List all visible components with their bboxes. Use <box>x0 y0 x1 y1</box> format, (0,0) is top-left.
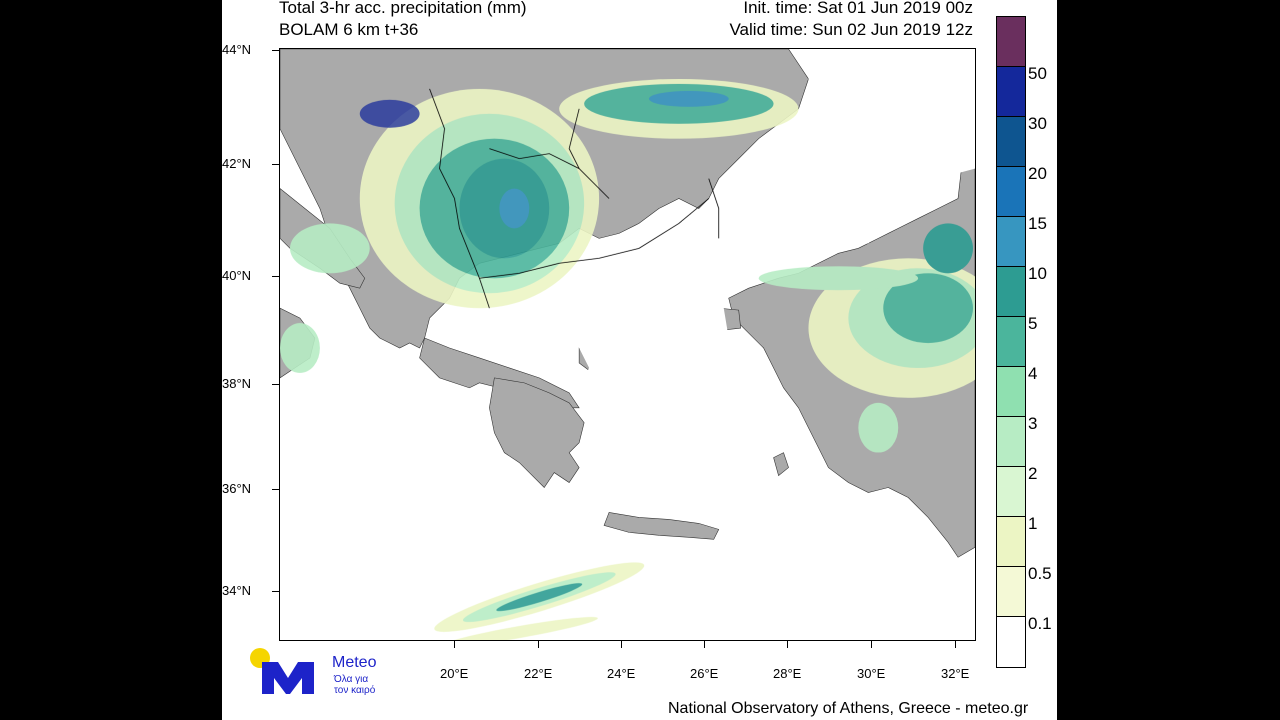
legend-swatch <box>997 517 1025 567</box>
legend-label: 50 <box>1028 64 1047 83</box>
logo-brand: Meteo <box>332 654 377 671</box>
legend-swatch <box>997 567 1025 617</box>
lon-label-24: 24°E <box>607 666 636 681</box>
init-time: Init. time: Sat 01 Jun 2019 00z <box>743 0 973 17</box>
lon-label-22: 22°E <box>524 666 553 681</box>
legend-swatch <box>997 467 1025 517</box>
lat-label-38: 38°N <box>222 376 252 391</box>
land-rhodes <box>773 452 789 477</box>
map-panel: Total 3-hr acc. precipitation (mm) BOLAM… <box>222 0 1057 720</box>
lon-label-28: 28°E <box>773 666 802 681</box>
lon-tick <box>955 641 956 648</box>
lat-tick <box>272 489 279 490</box>
meteo-logo-mark <box>250 648 314 694</box>
lon-tick <box>538 641 539 648</box>
lon-tick <box>621 641 622 648</box>
precip-layer <box>280 78 975 640</box>
lat-tick <box>272 50 279 51</box>
legend-label: 3 <box>1028 414 1038 433</box>
legend-swatch <box>997 267 1025 317</box>
precip-colorbar <box>996 16 1026 668</box>
lat-tick <box>272 276 279 277</box>
lat-label-40: 40°N <box>222 268 252 283</box>
lat-label-36: 36°N <box>222 481 252 496</box>
precipitation-map <box>279 48 976 641</box>
legend-label: 20 <box>1028 164 1047 183</box>
sea-aegean <box>564 243 729 458</box>
legend-label: 0.5 <box>1028 564 1052 583</box>
lon-tick <box>787 641 788 648</box>
footer-credit: National Observatory of Athens, Greece -… <box>668 700 1029 717</box>
legend-swatch <box>997 167 1025 217</box>
map-canvas <box>280 49 975 640</box>
lat-label-44: 44°N <box>222 42 252 57</box>
lon-label-32: 32°E <box>941 666 970 681</box>
legend-swatch <box>997 617 1025 667</box>
chart-subtitle: BOLAM 6 km t+36 <box>279 20 419 39</box>
legend-label: 4 <box>1028 364 1038 383</box>
lon-label-30: 30°E <box>857 666 886 681</box>
legend-swatch <box>997 17 1025 67</box>
land-crete <box>603 512 720 540</box>
legend-label: 5 <box>1028 314 1038 333</box>
legend-label: 10 <box>1028 264 1047 283</box>
sea-layer <box>564 49 975 458</box>
meteo-logo: Meteo Όλα για τον καιρό <box>250 648 390 698</box>
sea-black <box>808 49 975 179</box>
lat-tick <box>272 164 279 165</box>
valid-time: Valid time: Sun 02 Jun 2019 12z <box>729 20 973 39</box>
lat-label-34: 34°N <box>222 583 252 598</box>
legend-label: 15 <box>1028 214 1047 233</box>
legend-label: 1 <box>1028 514 1038 533</box>
legend-label: 2 <box>1028 464 1038 483</box>
sea-marmara <box>778 228 879 249</box>
legend-swatch <box>997 67 1025 117</box>
legend-swatch <box>997 367 1025 417</box>
country-borders <box>429 88 720 309</box>
lat-label-42: 42°N <box>222 156 252 171</box>
lon-label-20: 20°E <box>440 666 469 681</box>
lat-tick <box>272 591 279 592</box>
legend-swatch <box>997 317 1025 367</box>
legend-swatch <box>997 417 1025 467</box>
logo-tagline-2: τον καιρό <box>334 685 376 696</box>
legend-swatch <box>997 217 1025 267</box>
lon-tick <box>704 641 705 648</box>
lon-tick <box>871 641 872 648</box>
land-peloponnese <box>489 377 585 488</box>
lon-tick <box>454 641 455 648</box>
chart-title: Total 3-hr acc. precipitation (mm) <box>279 0 527 17</box>
legend-swatch <box>997 117 1025 167</box>
lon-label-26: 26°E <box>690 666 719 681</box>
logo-tagline-1: Όλα για <box>334 674 369 685</box>
lat-tick <box>272 384 279 385</box>
legend-label: 0.1 <box>1028 614 1052 633</box>
legend-label: 30 <box>1028 114 1047 133</box>
